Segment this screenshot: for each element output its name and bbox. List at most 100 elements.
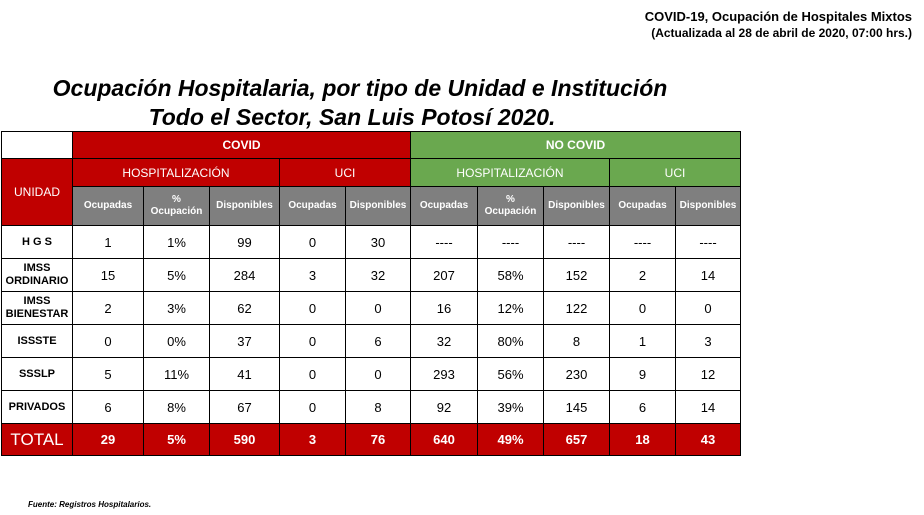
table-cell: 67 bbox=[209, 390, 280, 424]
covid-group-header: COVID bbox=[72, 131, 411, 159]
report-update-date: (Actualizada al 28 de abril de 2020, 07:… bbox=[651, 26, 912, 40]
table-cell: 32 bbox=[410, 324, 478, 358]
total-value: 590 bbox=[209, 423, 280, 456]
table-cell: 0 bbox=[279, 357, 346, 391]
nocovid-group-header: NO COVID bbox=[410, 131, 741, 159]
main-title-line-2: Todo el Sector, San Luis Potosí 2020. bbox=[148, 104, 556, 130]
table-cell: 0 bbox=[279, 390, 346, 424]
table-cell: 37 bbox=[209, 324, 280, 358]
unidad-header: UNIDAD bbox=[1, 158, 73, 226]
total-value: 18 bbox=[609, 423, 676, 456]
table-cell: 0% bbox=[143, 324, 210, 358]
nocovid-uci-header: UCI bbox=[609, 158, 741, 187]
table-cell: 0 bbox=[345, 357, 411, 391]
table-cell: 2 bbox=[609, 258, 676, 292]
row-label: IMSS ORDINARIO bbox=[1, 258, 73, 292]
table-cell: 8% bbox=[143, 390, 210, 424]
covid-uci-header: UCI bbox=[279, 158, 411, 187]
table-cell: 16 bbox=[410, 291, 478, 325]
table-cell: 3 bbox=[279, 258, 346, 292]
table-cell: 0 bbox=[279, 324, 346, 358]
table-cell: 15 bbox=[72, 258, 144, 292]
total-value: 49% bbox=[477, 423, 544, 456]
table-cell: 5 bbox=[72, 357, 144, 391]
col-header-pct-ocupacion: % Ocupación bbox=[477, 186, 544, 226]
col-header-ocupadas: Ocupadas bbox=[72, 186, 144, 226]
total-value: 29 bbox=[72, 423, 144, 456]
table-cell: 3 bbox=[675, 324, 741, 358]
col-header-disponibles: Disponibles bbox=[209, 186, 280, 226]
table-cell: 0 bbox=[675, 291, 741, 325]
table-cell: 3% bbox=[143, 291, 210, 325]
table-cell: 230 bbox=[543, 357, 610, 391]
table-cell: 8 bbox=[543, 324, 610, 358]
table-cell: 0 bbox=[72, 324, 144, 358]
row-label: ISSSTE bbox=[1, 324, 73, 358]
main-title-line-1: Ocupación Hospitalaria, por tipo de Unid… bbox=[52, 75, 668, 101]
source-footnote: Fuente: Registros Hospitalarios. bbox=[28, 500, 152, 509]
occupancy-table: COVID NO COVID UNIDAD HOSPITALIZACIÓN UC… bbox=[1, 131, 741, 456]
table-cell: 0 bbox=[279, 225, 346, 259]
table-row: ISSSTE 0 0% 37 0 6 32 80% 8 1 3 bbox=[1, 324, 741, 358]
table-cell: 1% bbox=[143, 225, 210, 259]
table-cell: 56% bbox=[477, 357, 544, 391]
table-cell: 39% bbox=[477, 390, 544, 424]
table-cell: 80% bbox=[477, 324, 544, 358]
table-cell: ---- bbox=[543, 225, 610, 259]
table-cell: ---- bbox=[675, 225, 741, 259]
table-cell: 293 bbox=[410, 357, 478, 391]
row-label: PRIVADOS bbox=[1, 390, 73, 424]
table-cell: 0 bbox=[609, 291, 676, 325]
corner-cell bbox=[1, 131, 73, 159]
total-value: 43 bbox=[675, 423, 741, 456]
table-cell: 12% bbox=[477, 291, 544, 325]
table-cell: 5% bbox=[143, 258, 210, 292]
table-cell: 14 bbox=[675, 258, 741, 292]
table-row: SSSLP 5 11% 41 0 0 293 56% 230 9 12 bbox=[1, 357, 741, 391]
row-label: IMSS BIENESTAR bbox=[1, 291, 73, 325]
table-cell: 145 bbox=[543, 390, 610, 424]
table-row: IMSS ORDINARIO 15 5% 284 3 32 207 58% 152 2 14 bbox=[1, 258, 741, 292]
table-cell: 0 bbox=[345, 291, 411, 325]
row-label: SSSLP bbox=[1, 357, 73, 391]
col-header-ocupadas: Ocupadas bbox=[410, 186, 478, 226]
total-value: 640 bbox=[410, 423, 478, 456]
table-row: IMSS BIENESTAR 2 3% 62 0 0 16 12% 122 0 0 bbox=[1, 291, 741, 325]
row-label: H G S bbox=[1, 225, 73, 259]
table-cell: 8 bbox=[345, 390, 411, 424]
col-header-disponibles: Disponibles bbox=[345, 186, 411, 226]
nocovid-hospitalizacion-header: HOSPITALIZACIÓN bbox=[410, 158, 610, 187]
col-header-disponibles: Disponibles bbox=[675, 186, 741, 226]
table-cell: 30 bbox=[345, 225, 411, 259]
col-header-disponibles: Disponibles bbox=[543, 186, 610, 226]
report-title: COVID-19, Ocupación de Hospitales Mixtos bbox=[644, 9, 912, 24]
table-cell: 2 bbox=[72, 291, 144, 325]
col-header-ocupadas: Ocupadas bbox=[609, 186, 676, 226]
table-row: H G S 1 1% 99 0 30 ---- ---- ---- ---- ---- bbox=[1, 225, 741, 259]
table-cell: 152 bbox=[543, 258, 610, 292]
table-cell: 9 bbox=[609, 357, 676, 391]
table-cell: 6 bbox=[609, 390, 676, 424]
table-cell: 14 bbox=[675, 390, 741, 424]
total-value: 657 bbox=[543, 423, 610, 456]
total-label: TOTAL bbox=[1, 423, 73, 456]
table-cell: 6 bbox=[345, 324, 411, 358]
table-cell: ---- bbox=[609, 225, 676, 259]
total-row: TOTAL 29 5% 590 3 76 640 49% 657 18 43 bbox=[1, 423, 741, 456]
table-cell: 58% bbox=[477, 258, 544, 292]
table-cell: 1 bbox=[72, 225, 144, 259]
table-cell: ---- bbox=[410, 225, 478, 259]
col-header-ocupadas: Ocupadas bbox=[279, 186, 346, 226]
table-cell: 11% bbox=[143, 357, 210, 391]
table-cell: 6 bbox=[72, 390, 144, 424]
col-header-pct-ocupacion: % Ocupación bbox=[143, 186, 210, 226]
table-cell: 0 bbox=[279, 291, 346, 325]
total-value: 76 bbox=[345, 423, 411, 456]
table-cell: 1 bbox=[609, 324, 676, 358]
table-cell: ---- bbox=[477, 225, 544, 259]
table-cell: 12 bbox=[675, 357, 741, 391]
table-cell: 41 bbox=[209, 357, 280, 391]
table-cell: 62 bbox=[209, 291, 280, 325]
total-value: 5% bbox=[143, 423, 210, 456]
total-value: 3 bbox=[279, 423, 346, 456]
